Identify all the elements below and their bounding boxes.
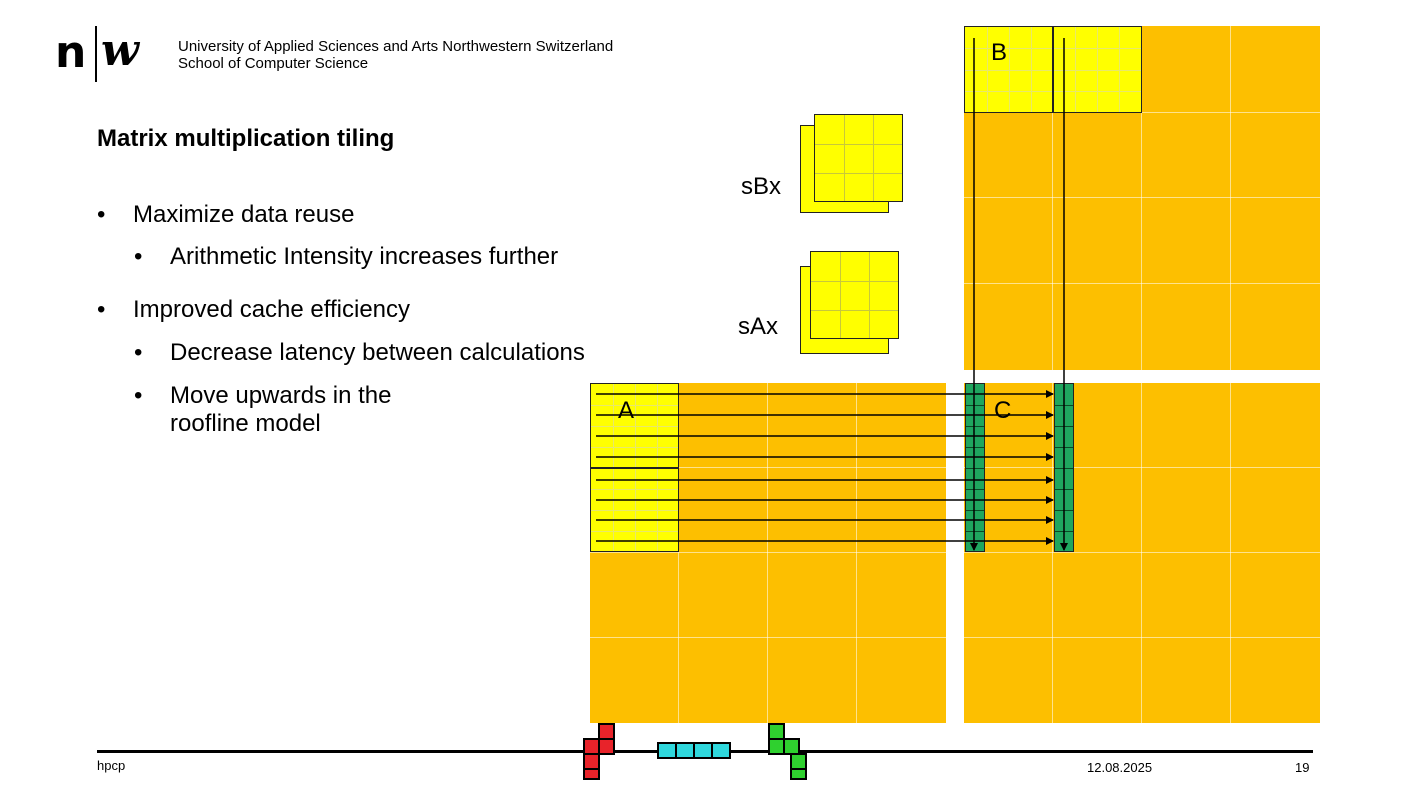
- label-a: A: [618, 397, 635, 424]
- bullet-dot: •: [97, 201, 106, 228]
- bullet-dot: •: [97, 296, 106, 323]
- tile-a: [590, 383, 679, 552]
- page-number: 19: [1295, 760, 1310, 775]
- shared-b-stack: [800, 114, 904, 214]
- bullet-text: Improved cache efficiency: [133, 296, 411, 323]
- school-name: School of Computer Science: [178, 55, 369, 72]
- logo-letter-n: n: [55, 27, 87, 78]
- slide-title: Matrix multiplication tiling: [97, 125, 395, 152]
- result-column-2: [1054, 383, 1074, 552]
- sub-bullet-text: Arithmetic Intensity increases further: [170, 243, 559, 270]
- label-c: C: [994, 397, 1012, 424]
- fhnw-logo: n w: [55, 24, 165, 84]
- logo-divider: [95, 26, 97, 82]
- sub-bullet-text: Decrease latency between calculations: [170, 339, 585, 366]
- label-sbx: sBx: [741, 173, 782, 200]
- footer-course-label: hpcp: [97, 758, 126, 773]
- label-b: B: [991, 39, 1008, 66]
- bullet-text: Maximize data reuse: [133, 201, 355, 228]
- sub-bullet-text: Move upwards in the roofline model: [170, 382, 392, 437]
- result-column-1: [965, 383, 985, 552]
- tile-b: [964, 26, 1142, 113]
- shared-a-stack: [800, 251, 904, 355]
- institution-name: University of Applied Sciences and Arts …: [178, 38, 614, 55]
- bullet-dot: •: [134, 339, 143, 366]
- bullet-dot: •: [134, 243, 143, 270]
- label-sax: sAx: [738, 313, 779, 340]
- footer-date: 12.08.2025: [1087, 760, 1153, 775]
- matrix-c: [964, 383, 1320, 723]
- bullet-dot: •: [134, 382, 143, 409]
- logo-letter-w: w: [101, 25, 139, 76]
